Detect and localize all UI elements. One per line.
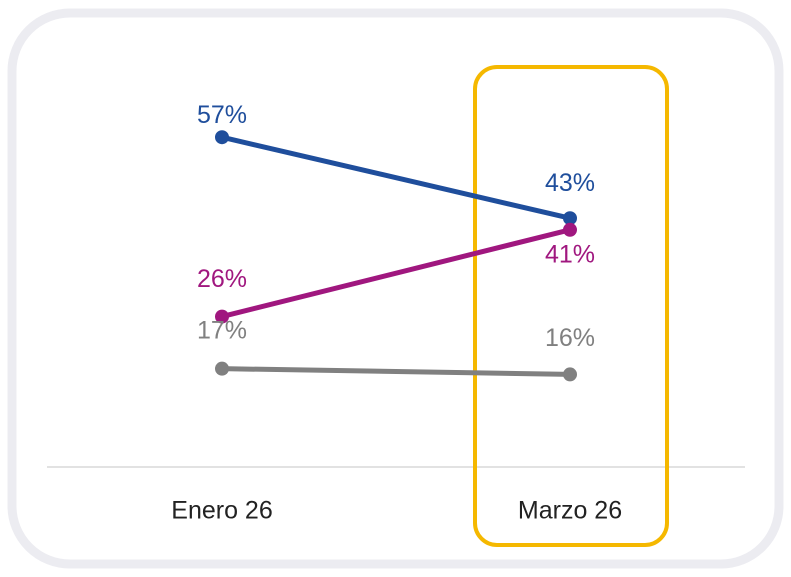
data-label: 16%	[545, 324, 595, 352]
card-border	[7, 8, 784, 569]
data-point	[215, 309, 229, 324]
data-label: 57%	[197, 101, 247, 129]
x-tick-label: Enero 26	[171, 497, 272, 525]
data-point	[563, 367, 577, 382]
data-label: 17%	[197, 316, 247, 344]
x-tick-label: Marzo 26	[518, 497, 622, 525]
data-label: 41%	[545, 240, 595, 268]
data-point	[563, 222, 577, 237]
data-point	[563, 211, 577, 226]
series-line	[219, 134, 573, 221]
series-line	[219, 366, 573, 377]
data-point	[215, 361, 229, 376]
data-point	[215, 130, 229, 145]
series-line	[219, 227, 573, 320]
data-label: 43%	[545, 169, 595, 197]
highlight-box	[473, 65, 669, 547]
data-label: 26%	[197, 265, 247, 293]
